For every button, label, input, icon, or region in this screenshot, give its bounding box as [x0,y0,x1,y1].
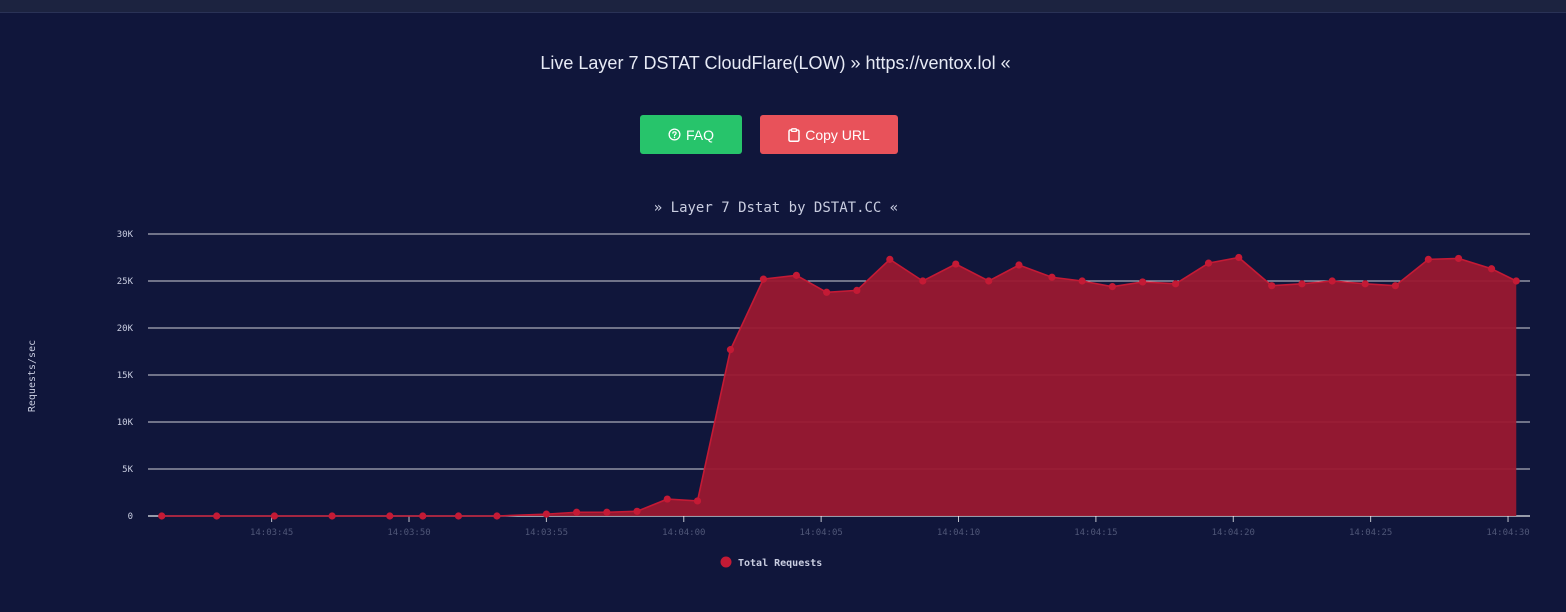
x-axis-ticks: 14:03:45 14:03:50 14:03:55 14:04:00 14:04:05… [250,516,1530,538]
y-axis-label: Requests/sec [27,340,38,412]
series-total-requests [158,253,1520,520]
data-point[interactable] [1015,261,1023,269]
data-point[interactable] [1268,282,1276,290]
data-point[interactable] [454,512,463,520]
data-point[interactable] [1298,280,1306,288]
x-tick-label: 14:04:25 [1349,528,1392,538]
data-point[interactable] [823,288,831,296]
data-point[interactable] [1512,277,1520,285]
data-point[interactable] [1078,277,1086,285]
y-tick-label: 20K [117,324,134,334]
data-point[interactable] [573,508,581,516]
data-point[interactable] [1235,253,1243,262]
data-point[interactable] [633,507,641,515]
data-point[interactable] [158,512,166,520]
y-tick-label: 0 [128,512,133,522]
x-tick-label: 14:04:05 [799,528,842,538]
data-point[interactable] [1048,273,1056,281]
data-point[interactable] [853,286,861,294]
series-area [161,257,1517,516]
question-circle-icon [668,128,681,141]
x-tick-label: 14:04:30 [1486,528,1529,538]
data-point[interactable] [985,277,993,285]
y-axis-ticks: 0 5K 10K 15K 20K 25K 30K [117,230,134,522]
clipboard-icon [788,127,800,142]
x-tick-label: 14:04:15 [1074,528,1117,538]
x-tick-label: 14:03:55 [525,528,568,538]
y-tick-label: 25K [117,277,134,287]
data-point[interactable] [270,512,278,520]
data-point[interactable] [1424,255,1432,263]
chart-title: » Layer 7 Dstat by DSTAT.CC « [654,200,898,216]
copy-url-button[interactable]: Copy URL [760,115,898,154]
faq-button-label: FAQ [685,126,714,143]
y-tick-label: 5K [122,465,133,475]
data-point[interactable] [1328,277,1336,285]
data-point[interactable] [663,495,671,503]
y-tick-label: 15K [117,371,134,381]
data-point[interactable] [919,277,927,285]
data-point[interactable] [328,512,336,520]
faq-button[interactable]: FAQ [640,115,742,154]
y-tick-label: 10K [117,418,134,428]
data-point[interactable] [213,512,221,520]
data-point[interactable] [386,512,394,520]
data-point[interactable] [1108,283,1116,291]
x-tick-label: 14:03:45 [250,528,293,538]
x-tick-label: 14:04:20 [1212,528,1255,538]
data-point[interactable] [493,512,501,520]
copy-url-button-label: Copy URL [805,126,870,143]
data-point[interactable] [792,271,801,279]
top-bar [0,0,1566,13]
data-point[interactable] [886,255,894,263]
series-line [161,256,1517,517]
data-point[interactable] [603,508,611,516]
data-point[interactable] [726,346,735,354]
data-point[interactable] [1391,282,1399,290]
x-tick-label: 14:04:00 [662,528,705,538]
data-point[interactable] [1204,259,1213,267]
x-tick-label: 14:03:50 [387,528,430,538]
page-title: Live Layer 7 DSTAT CloudFlare(LOW) » htt… [540,53,1011,73]
data-point[interactable] [1487,265,1496,273]
data-point[interactable] [1171,280,1180,288]
y-tick-label: 30K [117,230,134,240]
data-point[interactable] [759,275,768,283]
legend-label: Total Requests [738,558,822,569]
data-point[interactable] [1139,278,1147,286]
data-point[interactable] [952,260,960,268]
data-point[interactable] [1454,254,1463,263]
data-point[interactable] [419,512,427,520]
data-point[interactable] [542,510,550,518]
data-point[interactable] [693,497,702,505]
legend-marker [720,556,732,568]
x-tick-label: 14:04:10 [937,528,980,538]
data-point[interactable] [1361,280,1369,288]
legend[interactable]: Total Requests [720,556,823,570]
